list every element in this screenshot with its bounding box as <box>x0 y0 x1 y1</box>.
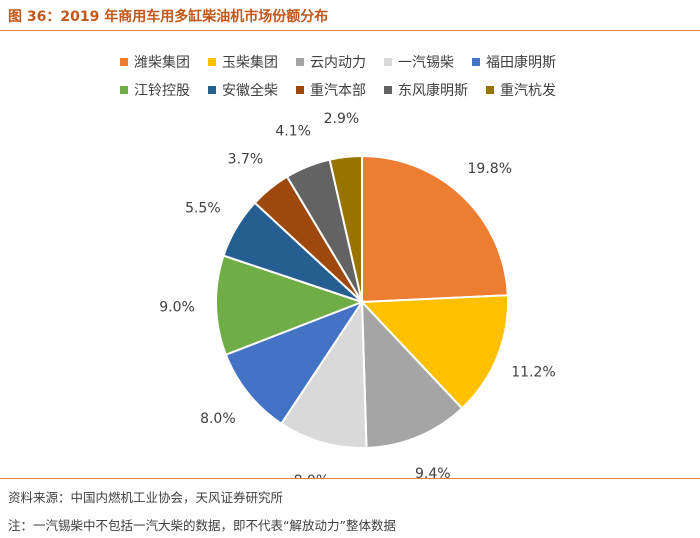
slice-data-label: 3.7% <box>228 151 264 167</box>
legend-swatch <box>384 86 392 94</box>
pie-slice <box>215 254 365 357</box>
slice-data-label: 5.5% <box>185 201 221 217</box>
legend-row-2: 江铃控股 安徽全柴 重汽本部 东风康明斯 重汽杭发 <box>120 76 600 104</box>
legend-swatch <box>120 58 128 66</box>
legend-item: 云内动力 <box>296 52 366 72</box>
legend-item: 安徽全柴 <box>208 80 278 100</box>
slice-data-label: 2.9% <box>324 111 360 127</box>
legend-swatch <box>296 58 304 66</box>
pie-chart: 19.8% 11.2% 9.4% 8.0% 8.0% 9.0% 5.5% 3.7% 4.1% 2.… <box>159 111 555 478</box>
legend-row-1: 潍柴集团 玉柴集团 云内动力 一汽锡柴 福田康明斯 <box>120 48 600 76</box>
pie-slice <box>359 294 509 410</box>
legend-item: 潍柴集团 <box>120 52 190 72</box>
legend-label: 玉柴集团 <box>222 55 278 71</box>
legend-swatch <box>120 86 128 94</box>
legend-label: 福田康明斯 <box>486 55 556 71</box>
legend-label: 江铃控股 <box>134 83 190 99</box>
pie-slices <box>215 154 509 449</box>
legend-swatch <box>384 58 392 66</box>
legend-swatch <box>208 58 216 66</box>
slice-data-label: 9.4% <box>415 466 451 478</box>
legend-item: 一汽锡柴 <box>384 52 454 72</box>
pie-slice <box>361 154 509 304</box>
chart-legend: 潍柴集团 玉柴集团 云内动力 一汽锡柴 福田康明斯 江铃控股 安徽全柴 重汽本部… <box>120 48 600 104</box>
source-note: 资料来源：中国内燃机工业协会，天风证券研究所 <box>8 490 284 505</box>
legend-label: 云内动力 <box>310 55 366 71</box>
title-divider <box>0 30 700 31</box>
legend-swatch <box>486 86 494 94</box>
footer-divider <box>0 478 700 479</box>
legend-swatch <box>296 86 304 94</box>
footnote: 注：一汽锡柴中不包括一汽大柴的数据，即不代表“解放动力”整体数据 <box>8 518 396 533</box>
legend-item: 重汽本部 <box>296 80 366 100</box>
pie-slice <box>328 154 363 303</box>
slice-data-label: 11.2% <box>511 364 555 380</box>
slice-data-label: 8.0% <box>294 473 330 478</box>
pie-labels: 19.8% 11.2% 9.4% 8.0% 8.0% 9.0% 5.5% 3.7% 4.1% 2.… <box>159 111 555 478</box>
legend-item: 东风康明斯 <box>384 80 468 100</box>
legend-item: 江铃控股 <box>120 80 190 100</box>
legend-label: 重汽杭发 <box>500 83 556 99</box>
legend-item: 玉柴集团 <box>208 52 278 72</box>
slice-data-label: 8.0% <box>200 411 236 427</box>
slice-data-label: 9.0% <box>159 299 195 315</box>
figure-title: 图 36：2019 年商用车用多缸柴油机市场份额分布 <box>8 9 329 25</box>
legend-swatch <box>472 58 480 66</box>
legend-item: 福田康明斯 <box>472 52 556 72</box>
pie-slice <box>360 299 464 449</box>
legend-label: 潍柴集团 <box>134 55 190 71</box>
legend-label: 东风康明斯 <box>398 83 468 99</box>
legend-label: 安徽全柴 <box>222 83 278 99</box>
legend-label: 一汽锡柴 <box>398 55 454 71</box>
slice-data-label: 19.8% <box>468 161 512 177</box>
legend-label: 重汽本部 <box>310 83 366 99</box>
legend-item: 重汽杭发 <box>486 80 556 100</box>
pie-slice <box>224 299 365 426</box>
legend-swatch <box>208 86 216 94</box>
slice-data-label: 4.1% <box>275 123 311 139</box>
pie-slice <box>279 298 368 449</box>
